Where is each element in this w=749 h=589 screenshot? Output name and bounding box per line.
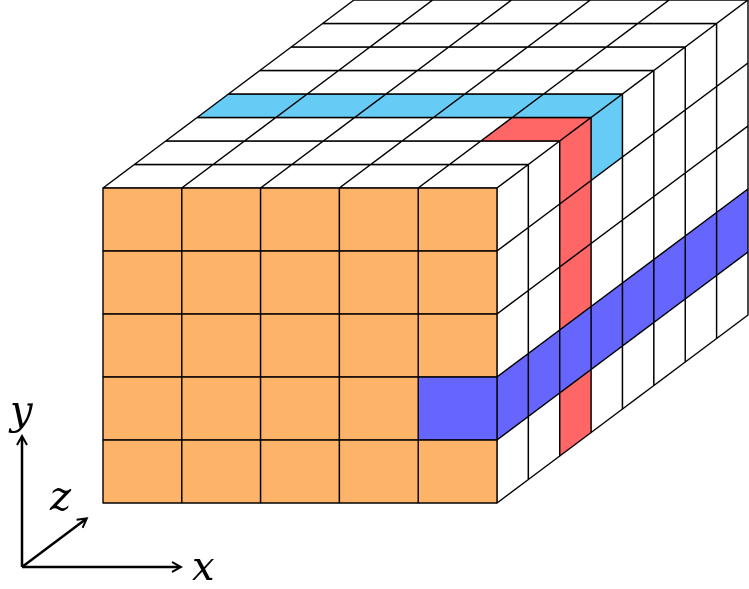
front-cell	[102, 187, 183, 252]
front-cell	[102, 376, 183, 441]
front-cell	[417, 376, 498, 441]
front-cell	[417, 439, 498, 504]
x-axis-label: x	[192, 544, 215, 589]
front-cell	[259, 376, 341, 441]
front-cell	[181, 439, 262, 504]
front-cell	[417, 250, 498, 315]
front-cell	[338, 313, 419, 378]
front-cell	[181, 250, 262, 315]
front-cell	[102, 313, 183, 378]
axes: y z x	[8, 388, 215, 589]
front-cell	[102, 250, 183, 315]
front-cell	[259, 439, 341, 504]
z-axis-arrow	[21, 519, 86, 568]
front-cell	[338, 439, 419, 504]
front-cell	[181, 376, 262, 441]
front-cell	[181, 187, 262, 252]
front-cell	[181, 313, 262, 378]
front-cell	[338, 376, 419, 441]
top-cell	[637, 0, 749, 25]
front-cell	[259, 187, 341, 252]
front-cell	[259, 313, 341, 378]
front-cell	[338, 250, 419, 315]
z-axis-label: z	[49, 474, 72, 520]
front-cell	[417, 313, 498, 378]
top-cell	[400, 0, 513, 25]
front-cell	[259, 250, 341, 315]
top-cell	[558, 0, 670, 25]
front-cell	[102, 439, 183, 504]
front-cell	[417, 187, 498, 252]
top-cell	[479, 0, 592, 25]
side-cell	[715, 251, 749, 340]
top-cell	[321, 0, 434, 25]
cube	[102, 0, 749, 504]
front-cell	[338, 187, 419, 252]
y-axis-label: y	[8, 388, 34, 434]
